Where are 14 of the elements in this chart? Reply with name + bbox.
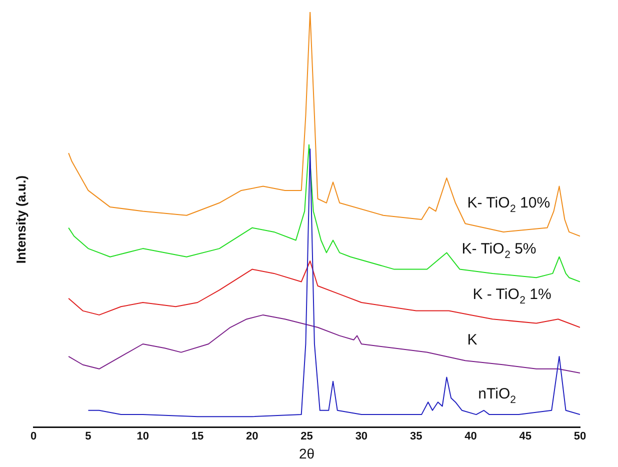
y-axis-title: Intensity (a.u.) [13,175,28,264]
x-tick-label: 0 [30,430,37,443]
x-tick-label: 40 [464,430,477,443]
x-tick-label: 50 [574,430,586,443]
x-tick-label: 30 [355,430,368,443]
x-tick-label: 20 [246,430,258,443]
series-label: K [467,332,478,349]
x-tick-label: 15 [191,430,204,443]
x-tick-label: 35 [410,430,422,443]
x-tick-label: 45 [519,430,532,443]
x-tick-label: 10 [136,430,150,443]
x-tick-label: 5 [85,430,92,443]
x-axis-title: 2θ [299,445,315,462]
x-tick-label: 25 [300,430,313,443]
